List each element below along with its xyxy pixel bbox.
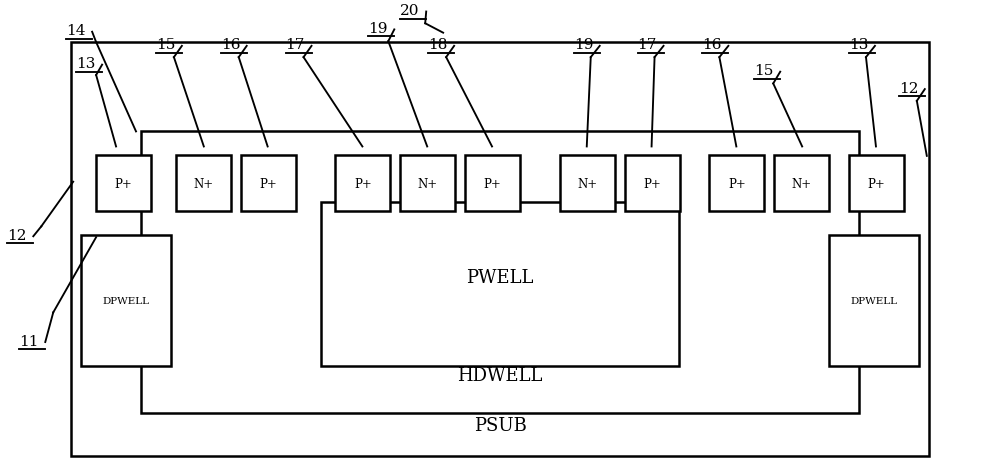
- Bar: [400, 156, 455, 212]
- Bar: [320, 202, 679, 367]
- Text: 13: 13: [849, 39, 868, 52]
- Bar: [176, 156, 231, 212]
- Bar: [71, 43, 929, 456]
- Text: DPWELL: DPWELL: [850, 297, 897, 306]
- Text: 20: 20: [400, 4, 420, 18]
- Text: 12: 12: [7, 228, 27, 242]
- Bar: [465, 156, 520, 212]
- Text: P+: P+: [728, 177, 746, 190]
- Text: 15: 15: [156, 39, 175, 52]
- Text: 14: 14: [66, 24, 86, 38]
- Bar: [625, 156, 680, 212]
- Bar: [96, 156, 151, 212]
- Text: 19: 19: [574, 39, 593, 52]
- Bar: [709, 156, 764, 212]
- Text: 17: 17: [286, 39, 305, 52]
- Text: 16: 16: [702, 39, 722, 52]
- Text: DPWELL: DPWELL: [103, 297, 150, 306]
- Text: P+: P+: [354, 177, 372, 190]
- Bar: [774, 156, 829, 212]
- Text: 12: 12: [899, 81, 918, 96]
- Bar: [849, 156, 904, 212]
- Text: 17: 17: [638, 39, 657, 52]
- Text: PWELL: PWELL: [466, 268, 534, 287]
- Text: N+: N+: [418, 177, 438, 190]
- Text: 13: 13: [76, 57, 96, 71]
- Text: 15: 15: [754, 64, 774, 78]
- Text: P+: P+: [643, 177, 661, 190]
- Text: 16: 16: [221, 39, 240, 52]
- Bar: [81, 235, 171, 367]
- Text: 18: 18: [428, 39, 448, 52]
- Text: 11: 11: [19, 334, 39, 348]
- Text: N+: N+: [792, 177, 812, 190]
- Text: P+: P+: [484, 177, 501, 190]
- Bar: [335, 156, 390, 212]
- Text: P+: P+: [868, 177, 885, 190]
- Text: 19: 19: [368, 22, 388, 36]
- Text: HDWELL: HDWELL: [457, 366, 543, 384]
- Text: N+: N+: [193, 177, 213, 190]
- Text: P+: P+: [115, 177, 132, 190]
- Bar: [829, 235, 919, 367]
- Text: N+: N+: [577, 177, 597, 190]
- Bar: [141, 132, 859, 414]
- Text: PSUB: PSUB: [474, 416, 526, 434]
- Bar: [241, 156, 296, 212]
- Bar: [560, 156, 615, 212]
- Text: P+: P+: [259, 177, 277, 190]
